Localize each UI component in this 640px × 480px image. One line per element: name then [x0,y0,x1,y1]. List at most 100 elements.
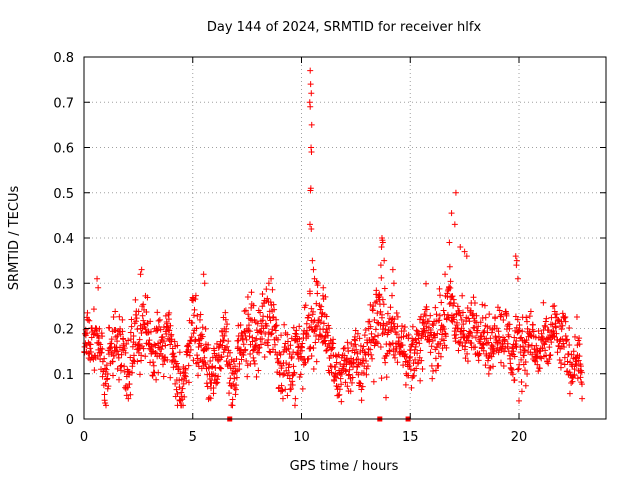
data-point [419,365,426,372]
data-point [556,356,563,363]
data-point [386,340,393,347]
data-point [84,316,91,323]
data-point [494,304,501,311]
data-point [199,358,206,365]
data-point [453,331,460,338]
data-point [471,318,478,325]
data-point [259,335,266,342]
data-point [377,308,384,315]
data-point [420,319,427,326]
data-point [250,346,257,353]
data-point [490,350,497,357]
data-point [293,331,300,338]
data-point [335,392,342,399]
data-point [202,361,209,368]
data-point [94,352,101,359]
data-point [253,335,260,342]
data-point [541,322,548,329]
data-point [344,383,351,390]
data-point [546,356,553,363]
data-point [171,338,178,345]
data-point [382,359,389,366]
y-tick-label: 0.3 [53,277,74,292]
peak-point [442,271,449,278]
data-point [415,359,422,366]
data-point [404,363,411,370]
y-axis-label: SRMTID / TECUs [7,186,22,291]
data-point [199,333,206,340]
data-point [176,384,183,391]
data-point [356,335,363,342]
data-point [447,285,454,292]
data-point [195,343,202,350]
data-point [366,318,373,325]
data-point [442,333,449,340]
data-point [320,320,327,327]
data-point [434,330,441,337]
data-point [240,351,247,358]
data-point [483,340,490,347]
data-point [570,348,577,355]
data-point [406,355,413,362]
data-point [454,319,461,326]
data-point [138,352,145,359]
data-point [566,341,573,348]
data-point [151,341,158,348]
data-point [180,402,187,409]
data-point [278,382,285,389]
data-point [429,337,436,344]
data-point [175,366,182,373]
data-point [511,334,518,341]
data-point [114,338,121,345]
data-point [213,379,220,386]
data-point [440,307,447,314]
data-point [127,354,134,361]
data-point [513,324,520,331]
data-point [287,386,294,393]
data-point [536,365,543,372]
data-point [459,330,466,337]
data-point [312,339,319,346]
data-point [427,349,434,356]
data-point [274,336,281,343]
data-point [344,339,351,346]
data-point [285,364,292,371]
data-point [406,362,413,369]
data-point [373,298,380,305]
data-point [308,353,315,360]
data-point [378,311,385,318]
data-point [236,366,243,373]
data-point [332,352,339,359]
data-point [522,382,529,389]
data-point [241,308,248,315]
data-point [479,301,486,308]
data-point [338,371,345,378]
data-point [412,343,419,350]
data-point [420,328,427,335]
data-point [288,353,295,360]
data-point [391,323,398,330]
data-point [123,340,130,347]
data-point [166,309,173,316]
data-point [157,326,164,333]
axis-ticks: 0 0.1 0.2 0.3 0.4 0.5 0.6 0.7 0.8 0 5 10 15 20 [53,51,606,445]
data-point [362,326,369,333]
data-point [138,357,145,364]
data-point [98,349,105,356]
data-point [317,319,324,326]
data-point [155,317,162,324]
data-point [99,345,106,352]
data-point [321,337,328,344]
data-point [165,326,172,333]
data-point [159,333,166,340]
data-point [114,348,121,355]
data-point [130,357,137,364]
y-tick-label: 0.5 [53,187,74,202]
data-point [254,320,261,327]
data-point [336,391,343,398]
data-point [568,351,575,358]
data-point [377,321,384,328]
data-point [202,325,209,332]
data-point [154,327,161,334]
data-point [350,359,357,366]
